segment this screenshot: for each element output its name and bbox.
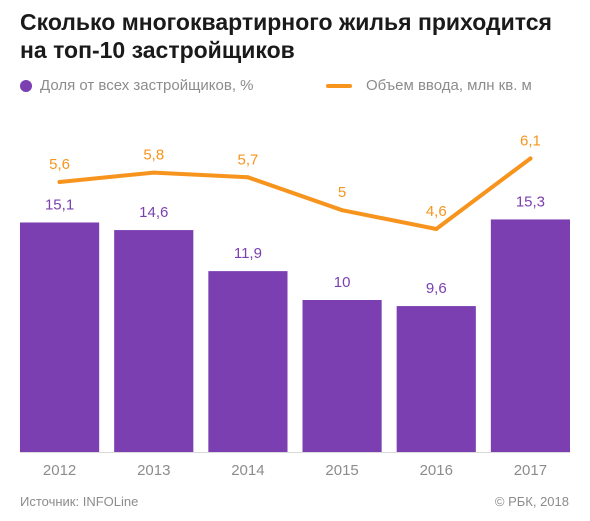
bar-2012 [20,222,100,452]
copyright-note: © РБК, 2018 [494,494,569,509]
line-point-2012 [57,180,62,184]
x-tick-label-2017: 2017 [514,462,547,479]
line-point-2013 [151,170,156,175]
bar-value-label-2015: 10 [334,274,351,291]
bar-value-label-2013: 14,6 [139,204,168,221]
legend-line-icon [326,83,352,88]
bar-value-label-2014: 11,9 [234,245,262,262]
bar-2013 [114,230,194,452]
bar-2017 [490,219,570,452]
bar-value-label-2012: 15,1 [45,196,74,213]
line-point-2015 [340,208,345,213]
chart-title: Сколько многоквартирного жилья приходитс… [20,9,552,63]
legend-item-share: Доля от всех застройщиков, % [20,77,254,94]
legend-label-share: Доля от всех застройщиков, % [40,77,254,94]
line-value-label-2016: 4,6 [426,203,447,220]
line-value-label-2013: 5,8 [143,147,164,164]
line-series-volume [57,156,533,231]
legend: Доля от всех застройщиков, % Объем ввода… [20,77,580,97]
line-point-2014 [245,175,250,180]
x-tick-label-2013: 2013 [137,462,170,479]
x-tick-label-2015: 2015 [325,462,358,479]
line-value-label-2017: 6,1 [520,133,541,150]
bar-2016 [396,306,476,452]
line-value-label-2012: 5,6 [49,156,70,173]
bar-2015 [302,300,382,452]
legend-item-volume: Объем ввода, млн кв. м [326,77,532,94]
x-tick-label-2016: 2016 [420,462,453,479]
source-note: Источник: INFOLine [20,494,139,509]
x-tick-label-2014: 2014 [231,462,264,479]
bar-value-label-2017: 15,3 [516,193,545,210]
legend-dot-icon [20,79,32,92]
line-value-label-2015: 5 [338,184,346,201]
line-point-2017 [528,156,533,161]
line-point-2016 [434,227,439,231]
x-tick-label-2012: 2012 [43,462,76,479]
line-value-label-2014: 5,7 [237,151,258,168]
bar-value-label-2016: 9,6 [426,280,447,297]
bar-2014 [208,271,288,452]
legend-label-volume: Объем ввода, млн кв. м [366,77,532,94]
